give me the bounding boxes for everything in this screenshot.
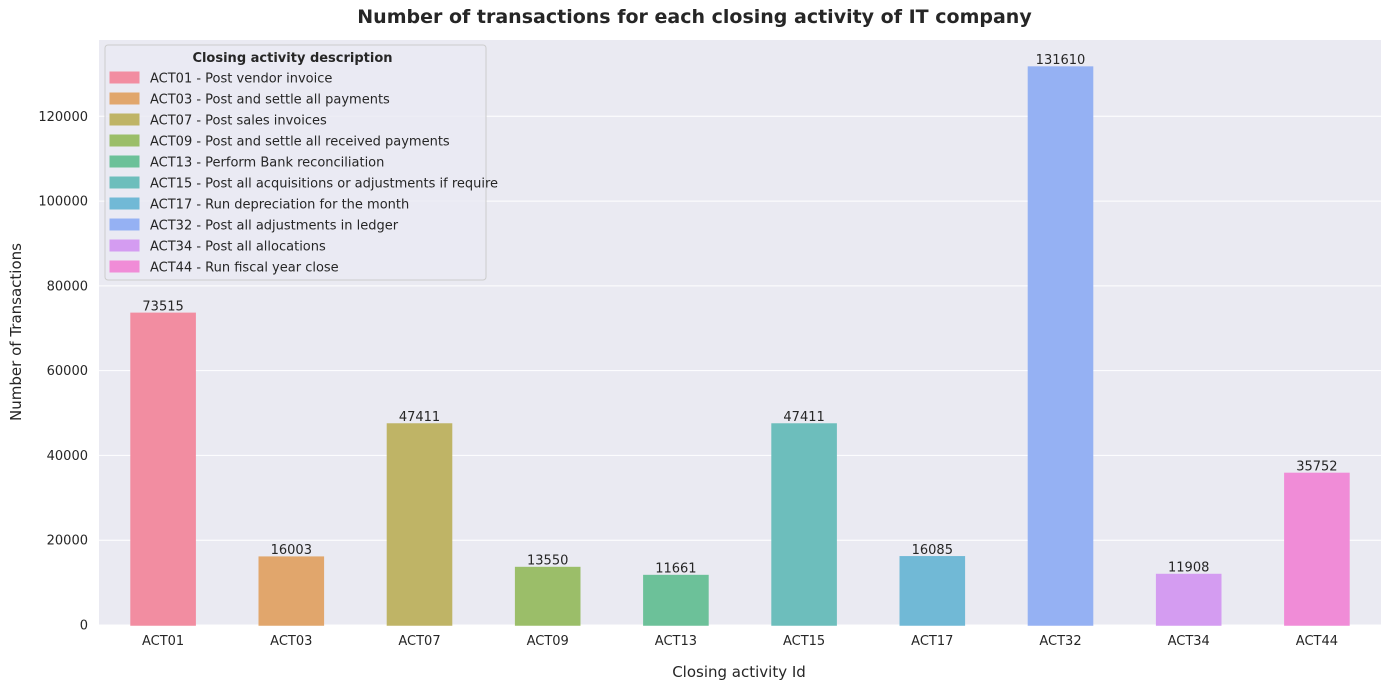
x-tick-label: ACT03 [270, 634, 312, 649]
legend-entry: ACT07 - Post sales invoices [150, 114, 327, 129]
bar-act03 [258, 556, 325, 626]
x-tick-label: ACT07 [398, 634, 440, 649]
data-label: 73515 [142, 299, 183, 314]
legend-swatch [109, 92, 140, 105]
x-tick-label: ACT44 [1296, 634, 1338, 649]
legend: Closing activity description ACT01 - Post… [104, 44, 498, 281]
legend-entry: ACT15 - Post all acquisitions or adjustm… [150, 177, 498, 192]
legend-entry: ACT17 - Run depreciation for the month [150, 198, 409, 213]
bar-act09 [514, 566, 581, 626]
chart-title: Number of transactions for each closing … [357, 6, 1032, 28]
y-axis-label: Number of Transactions [7, 243, 25, 421]
x-tick-label: ACT01 [142, 634, 184, 649]
legend-swatch [109, 113, 140, 126]
bar-act34 [1155, 573, 1222, 626]
y-axis-ticks: 0 20000 40000 60000 80000 100000 120000 [38, 110, 88, 634]
x-tick-label: ACT09 [527, 634, 569, 649]
legend-entry: ACT32 - Post all adjustments in ledger [150, 219, 399, 234]
y-tick-label: 0 [80, 619, 88, 634]
data-label: 11661 [655, 562, 696, 577]
legend-swatch [109, 260, 140, 273]
legend-swatch [109, 218, 140, 231]
x-tick-label: ACT17 [911, 634, 953, 649]
data-label: 13550 [527, 554, 568, 569]
legend-box [104, 44, 487, 281]
data-label: 16003 [271, 543, 312, 558]
x-axis-ticks: ACT01 ACT03 ACT07 ACT09 ACT13 ACT15 ACT17 ACT32… [142, 634, 1338, 649]
bars [130, 66, 1350, 626]
x-axis-label: Closing activity Id [672, 663, 806, 681]
bar-act13 [643, 574, 709, 626]
x-tick-label: ACT34 [1168, 634, 1210, 649]
data-label: 11908 [1168, 561, 1209, 576]
data-label: 131610 [1036, 53, 1086, 68]
bar-act01 [130, 312, 196, 626]
y-tick-label: 80000 [47, 279, 88, 294]
y-tick-label: 60000 [47, 364, 88, 379]
legend-entry: ACT03 - Post and settle all payments [150, 93, 390, 108]
legend-title: Closing activity description [192, 51, 392, 66]
y-tick-label: 40000 [47, 449, 88, 464]
legend-swatch [109, 155, 140, 168]
legend-entry: ACT13 - Perform Bank reconciliation [150, 156, 384, 171]
legend-entry: ACT09 - Post and settle all received pay… [150, 135, 450, 150]
data-label: 35752 [1296, 459, 1337, 474]
legend-swatch [109, 176, 140, 189]
y-tick-label: 20000 [47, 534, 88, 549]
y-tick-label: 120000 [38, 110, 88, 125]
data-label: 47411 [783, 410, 824, 425]
x-tick-label: ACT13 [655, 634, 697, 649]
y-tick-label: 100000 [38, 195, 88, 210]
x-tick-label: ACT15 [783, 634, 825, 649]
x-tick-label: ACT32 [1039, 634, 1081, 649]
bar-act32 [1027, 66, 1094, 626]
bar-act17 [899, 556, 966, 626]
legend-entry: ACT01 - Post vendor invoice [150, 72, 332, 87]
data-label: 16085 [912, 543, 953, 558]
legend-swatch [109, 239, 140, 252]
data-label: 47411 [399, 410, 440, 425]
legend-entry: ACT34 - Post all allocations [150, 240, 326, 255]
legend-entry: ACT44 - Run fiscal year close [150, 261, 339, 276]
legend-swatch [109, 197, 140, 210]
bar-act15 [771, 423, 837, 626]
bar-act07 [386, 423, 453, 626]
legend-swatch [109, 134, 140, 147]
data-labels: 73515 16003 47411 13550 11661 47411 16085 13161… [142, 53, 1337, 576]
bar-act44 [1284, 472, 1350, 626]
legend-swatch [109, 71, 140, 84]
